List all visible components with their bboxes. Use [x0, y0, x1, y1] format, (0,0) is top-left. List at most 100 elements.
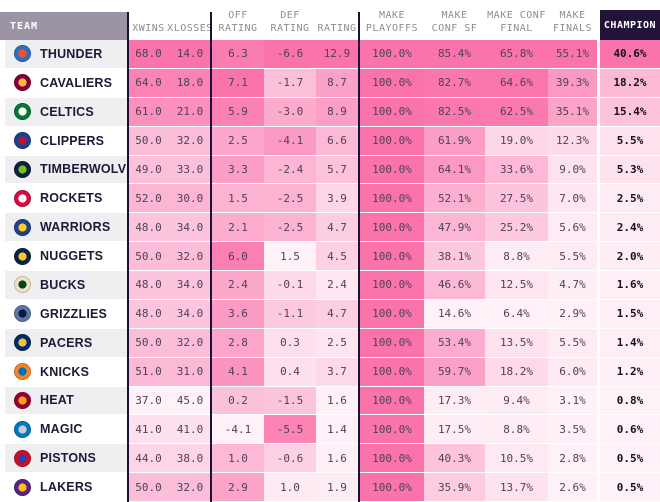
- cell-off-rating: 1.5: [212, 184, 264, 214]
- cell-make-finals: 9.0%: [548, 155, 597, 185]
- cell-make-finals: 3.5%: [548, 415, 597, 445]
- cell-xlosses: 34.0: [170, 299, 210, 329]
- cell-make-playoffs: 100.0%: [360, 40, 424, 69]
- cell-xwins: 68.0: [127, 40, 170, 69]
- cell-def-rating: -3.0: [264, 97, 316, 127]
- team-cell: NUGGETS: [5, 242, 127, 270]
- team-cell: BUCKS: [5, 271, 127, 299]
- cell-rating: 1.6: [316, 444, 358, 474]
- col-header-make-playoffs[interactable]: MAKE PLAYOFFS: [365, 10, 419, 34]
- cell-make-conf-final: 64.6%: [485, 68, 548, 98]
- col-header-def-rating[interactable]: DEF RATING: [270, 10, 310, 34]
- col-header-champion[interactable]: CHAMPION: [600, 10, 660, 40]
- team-name: CLIPPERS: [40, 133, 105, 148]
- team-name: CELTICS: [40, 104, 94, 119]
- team-logo-icon: [14, 45, 31, 63]
- team-logo-icon: [14, 391, 31, 409]
- cell-make-conf-final: 13.5%: [485, 328, 548, 358]
- cell-make-finals: 4.7%: [548, 271, 597, 300]
- cell-make-conf-final: 9.4%: [485, 386, 548, 416]
- cell-make-conf-sf: 35.9%: [424, 473, 485, 502]
- table-row: ROCKETS 52.0 30.0 1.5 -2.5 3.9 100.0% 52.1% 27.5…: [0, 184, 660, 214]
- cell-def-rating: -0.1: [264, 271, 316, 300]
- col-header-xwins[interactable]: XWINS: [132, 23, 165, 34]
- cell-make-conf-final: 27.5%: [485, 184, 548, 214]
- cell-rating: 6.6: [316, 126, 358, 156]
- cell-make-finals: 6.0%: [548, 357, 597, 387]
- cell-make-conf-sf: 82.5%: [424, 97, 485, 127]
- cell-make-playoffs: 100.0%: [360, 271, 424, 300]
- cell-make-conf-final: 19.0%: [485, 126, 548, 156]
- cell-make-finals: 5.5%: [548, 328, 597, 358]
- team-logo-icon: [14, 247, 31, 265]
- cell-make-conf-final: 12.5%: [485, 271, 548, 300]
- col-header-rating[interactable]: RATING: [317, 23, 357, 34]
- cell-rating: 1.9: [316, 473, 358, 502]
- cell-make-playoffs: 100.0%: [360, 213, 424, 243]
- cell-champion: 5.3%: [600, 155, 660, 185]
- cell-rating: 4.7: [316, 299, 358, 329]
- cell-rating: 8.7: [316, 68, 358, 98]
- cell-off-rating: 3.6: [212, 299, 264, 329]
- cell-champion: 2.0%: [600, 242, 660, 271]
- team-name: NUGGETS: [40, 249, 104, 264]
- cell-make-playoffs: 100.0%: [360, 299, 424, 329]
- table-row: GRIZZLIES 48.0 34.0 3.6 -1.1 4.7 100.0% 14.6% 6.…: [0, 299, 660, 329]
- cell-champion: 2.4%: [600, 213, 660, 243]
- col-header-make-finals[interactable]: MAKE FINALS: [552, 10, 593, 34]
- cell-def-rating: 1.0: [264, 473, 316, 502]
- cell-make-finals: 2.8%: [548, 444, 597, 474]
- cell-make-conf-final: 13.7%: [485, 473, 548, 502]
- cell-def-rating: -0.6: [264, 444, 316, 474]
- col-header-xlosses[interactable]: XLOSSES: [167, 23, 213, 34]
- cell-make-finals: 5.5%: [548, 242, 597, 271]
- cell-xlosses: 31.0: [170, 357, 210, 387]
- cell-make-conf-sf: 14.6%: [424, 299, 485, 329]
- cell-make-playoffs: 100.0%: [360, 68, 424, 98]
- team-cell: PISTONS: [5, 444, 127, 473]
- cell-rating: 3.7: [316, 357, 358, 387]
- cell-make-finals: 5.6%: [548, 213, 597, 243]
- team-cell: WARRIORS: [5, 213, 127, 242]
- divider-record: [210, 12, 212, 502]
- table-body: THUNDER 68.0 14.0 6.3 -6.6 12.9 100.0% 85.4% 65.…: [0, 40, 660, 502]
- cell-xwins: 48.0: [127, 299, 170, 329]
- cell-def-rating: -2.5: [264, 213, 316, 243]
- cell-off-rating: 5.9: [212, 97, 264, 127]
- cell-def-rating: -1.5: [264, 386, 316, 416]
- cell-make-conf-sf: 52.1%: [424, 184, 485, 214]
- cell-off-rating: 2.4: [212, 271, 264, 300]
- table-row: KNICKS 51.0 31.0 4.1 0.4 3.7 100.0% 59.7% 18.2% 6…: [0, 357, 660, 387]
- table-row: THUNDER 68.0 14.0 6.3 -6.6 12.9 100.0% 85.4% 65.…: [0, 40, 660, 69]
- col-header-make-conf-sf[interactable]: MAKE CONF SF: [431, 10, 478, 34]
- cell-make-conf-sf: 53.4%: [424, 328, 485, 358]
- cell-xlosses: 38.0: [170, 444, 210, 474]
- cell-off-rating: 0.2: [212, 386, 264, 416]
- cell-rating: 3.9: [316, 184, 358, 214]
- cell-def-rating: -1.7: [264, 68, 316, 98]
- table-row: CLIPPERS 50.0 32.0 2.5 -4.1 6.6 100.0% 61.9% 19.…: [0, 126, 660, 156]
- cell-xwins: 51.0: [127, 357, 170, 387]
- cell-def-rating: 1.5: [264, 242, 316, 271]
- team-cell: HEAT: [5, 386, 127, 415]
- team-name: WARRIORS: [40, 220, 111, 235]
- cell-make-playoffs: 100.0%: [360, 328, 424, 358]
- col-header-off-rating[interactable]: OFF RATING: [218, 10, 258, 34]
- cell-xwins: 50.0: [127, 242, 170, 271]
- cell-xwins: 64.0: [127, 68, 170, 98]
- cell-make-playoffs: 100.0%: [360, 155, 424, 185]
- cell-off-rating: 6.0: [212, 242, 264, 271]
- cell-off-rating: 7.1: [212, 68, 264, 98]
- cell-def-rating: -6.6: [264, 40, 316, 69]
- table-row: CAVALIERS 64.0 18.0 7.1 -1.7 8.7 100.0% 82.7% 64…: [0, 68, 660, 98]
- col-header-make-conf-final[interactable]: MAKE CONF FINAL: [487, 10, 546, 34]
- cell-xlosses: 32.0: [170, 473, 210, 502]
- team-logo-icon: [14, 478, 31, 496]
- cell-make-conf-sf: 46.6%: [424, 271, 485, 300]
- cell-make-playoffs: 100.0%: [360, 126, 424, 156]
- cell-xwins: 61.0: [127, 97, 170, 127]
- cell-make-playoffs: 100.0%: [360, 184, 424, 214]
- cell-xlosses: 34.0: [170, 271, 210, 300]
- cell-make-playoffs: 100.0%: [360, 97, 424, 127]
- table-row: WARRIORS 48.0 34.0 2.1 -2.5 4.7 100.0% 47.9% 25.…: [0, 213, 660, 243]
